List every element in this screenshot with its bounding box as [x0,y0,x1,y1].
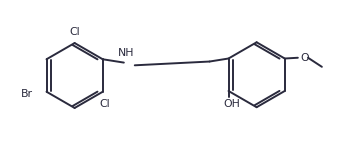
Text: NH: NH [118,48,134,58]
Text: Cl: Cl [69,27,80,37]
Text: Cl: Cl [99,99,110,109]
Text: Br: Br [21,89,33,99]
Text: OH: OH [224,99,241,109]
Text: O: O [301,53,309,63]
